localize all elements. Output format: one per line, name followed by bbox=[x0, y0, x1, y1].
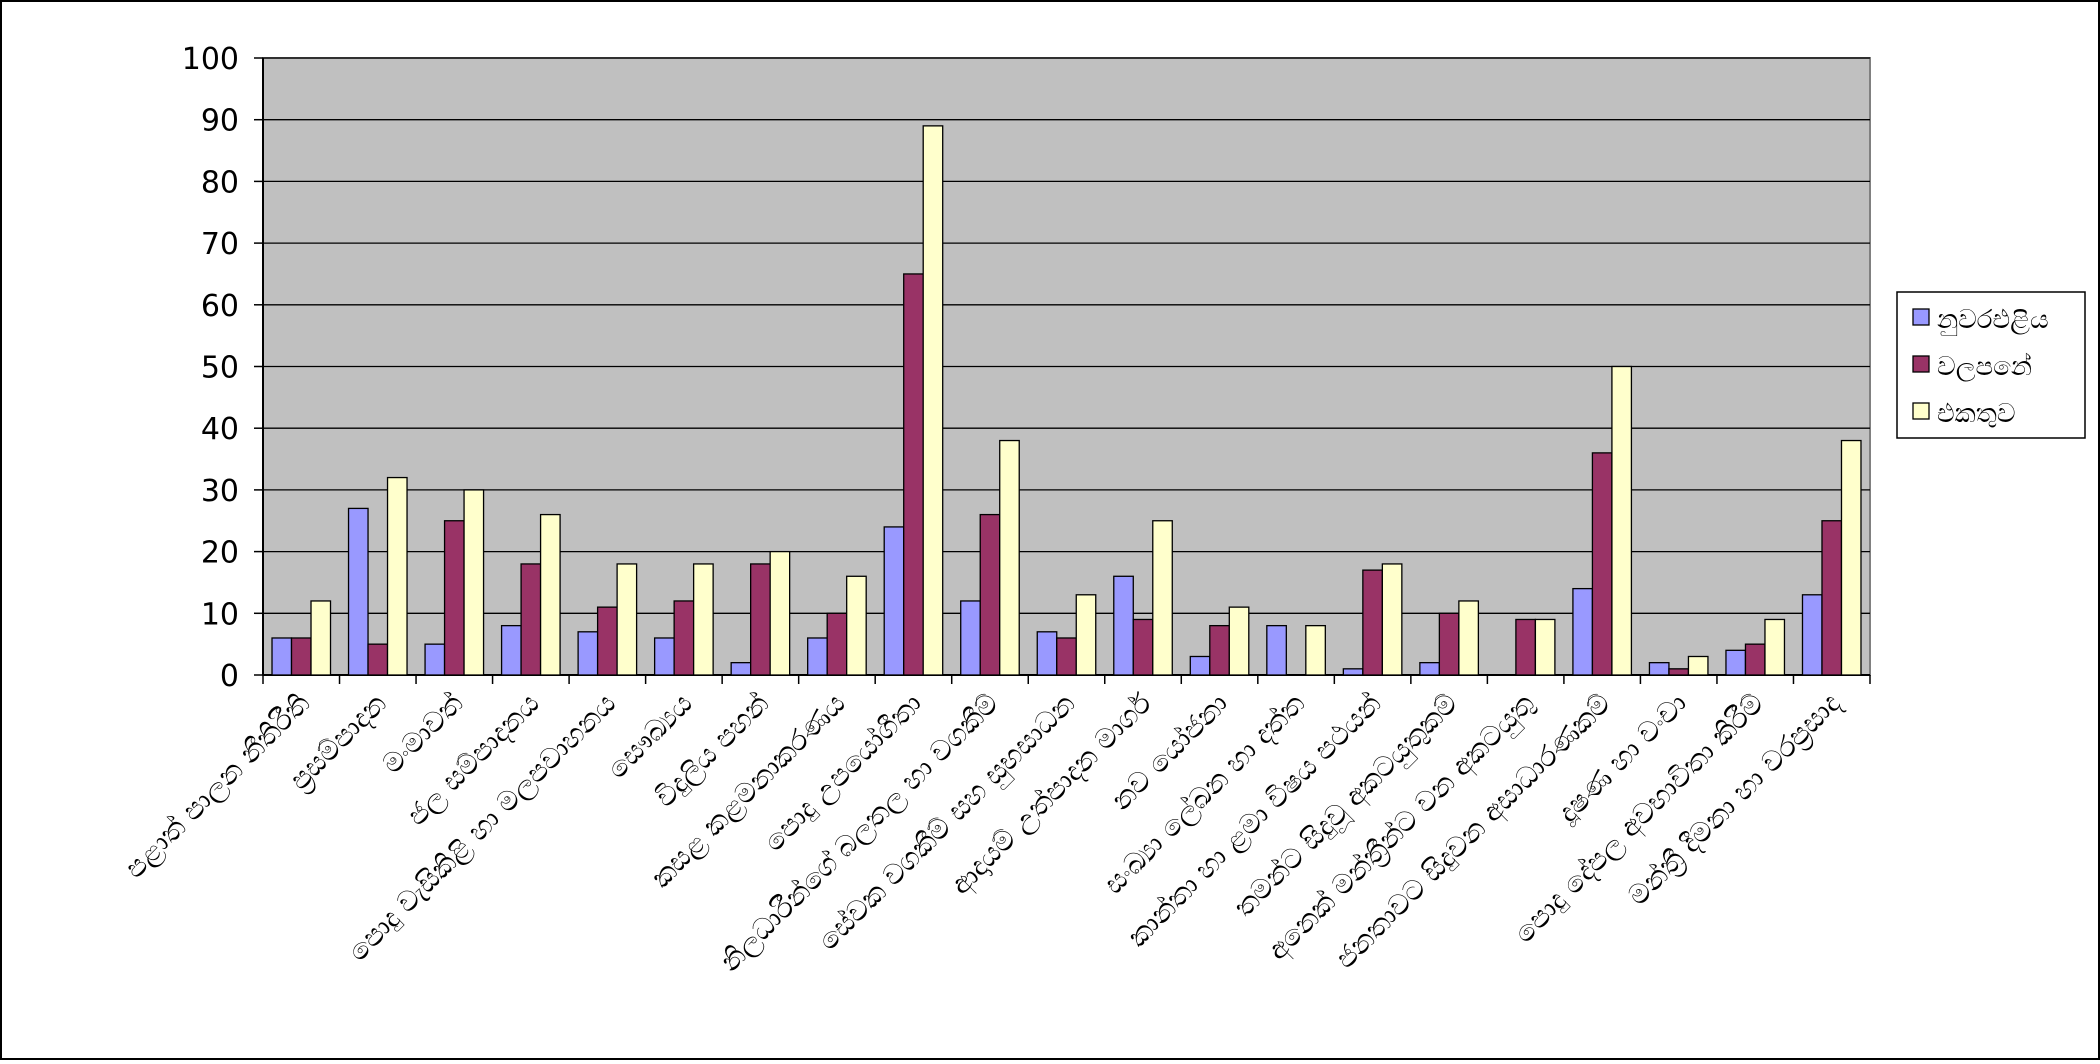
bar-2-3[interactable] bbox=[443, 520, 465, 676]
bar-3-18[interactable] bbox=[1611, 365, 1633, 676]
bar-1-21[interactable] bbox=[1801, 594, 1823, 676]
bar-1-10[interactable] bbox=[960, 600, 981, 676]
bar-2-6[interactable] bbox=[673, 600, 695, 676]
bar-3-4[interactable] bbox=[539, 513, 561, 676]
bar-3-1[interactable] bbox=[310, 600, 332, 676]
y-tick-label: 50 bbox=[201, 351, 239, 386]
legend-label: එකතුව bbox=[1937, 399, 2016, 429]
bar-2-21[interactable] bbox=[1821, 520, 1843, 676]
bar-3-5[interactable] bbox=[616, 563, 638, 676]
bar-3-12[interactable] bbox=[1152, 520, 1173, 676]
bar-3-9[interactable] bbox=[922, 125, 944, 676]
bar-3-15[interactable] bbox=[1381, 563, 1403, 676]
bar-3-11[interactable] bbox=[1075, 594, 1097, 676]
bar-2-7[interactable] bbox=[750, 563, 771, 676]
y-tick-label: 100 bbox=[182, 42, 239, 77]
bar-1-11[interactable] bbox=[1036, 631, 1058, 676]
legend-swatch bbox=[1912, 308, 1930, 326]
bar-3-7[interactable] bbox=[769, 550, 791, 676]
bar-1-15[interactable] bbox=[1342, 668, 1364, 676]
bar-2-12[interactable] bbox=[1132, 618, 1154, 676]
legend-swatch bbox=[1912, 402, 1930, 420]
y-tick-label: 80 bbox=[201, 165, 239, 200]
bar-3-16[interactable] bbox=[1458, 600, 1480, 676]
bar-3-10[interactable] bbox=[999, 439, 1020, 676]
bar-2-17[interactable] bbox=[1515, 618, 1537, 676]
y-tick-label: 20 bbox=[201, 536, 239, 571]
bar-1-12[interactable] bbox=[1113, 575, 1134, 676]
bar-2-11[interactable] bbox=[1056, 637, 1077, 676]
y-tick-label: 10 bbox=[201, 597, 239, 632]
bar-3-2[interactable] bbox=[386, 476, 408, 676]
y-tick-label: 30 bbox=[201, 474, 239, 509]
bar-3-8[interactable] bbox=[846, 575, 867, 676]
bar-2-4[interactable] bbox=[520, 563, 542, 676]
bar-2-8[interactable] bbox=[826, 612, 848, 676]
bar-2-16[interactable] bbox=[1438, 612, 1460, 676]
y-tick-label: 40 bbox=[201, 412, 239, 447]
legend-label: වලපනේ bbox=[1937, 352, 2032, 382]
bar-3-17[interactable] bbox=[1534, 618, 1556, 676]
bar-1-5[interactable] bbox=[577, 631, 599, 676]
bar-1-18[interactable] bbox=[1572, 587, 1594, 676]
bar-2-20[interactable] bbox=[1744, 643, 1766, 676]
y-tick-label: 60 bbox=[201, 289, 239, 324]
bar-1-20[interactable] bbox=[1725, 649, 1747, 676]
y-tick-label: 0 bbox=[220, 659, 239, 694]
y-tick-label: 90 bbox=[201, 104, 239, 139]
legend-swatch bbox=[1912, 355, 1930, 373]
bar-1-9[interactable] bbox=[883, 526, 905, 676]
bar-1-8[interactable] bbox=[807, 637, 828, 676]
bar-2-9[interactable] bbox=[903, 273, 924, 676]
bar-2-1[interactable] bbox=[290, 637, 312, 676]
bar-1-4[interactable] bbox=[500, 624, 522, 676]
y-tick-label: 70 bbox=[201, 227, 239, 262]
bar-2-15[interactable] bbox=[1362, 569, 1383, 676]
bar-2-13[interactable] bbox=[1209, 624, 1230, 676]
bar-1-13[interactable] bbox=[1189, 655, 1211, 676]
bar-1-7[interactable] bbox=[730, 662, 752, 676]
bar-2-5[interactable] bbox=[596, 606, 618, 676]
legend: නුවරඑළිය වලපනේ එකතුව bbox=[1896, 291, 2086, 439]
bar-2-18[interactable] bbox=[1591, 452, 1613, 676]
bar-1-19[interactable] bbox=[1648, 662, 1670, 676]
bar-3-19[interactable] bbox=[1687, 655, 1709, 676]
bar-3-20[interactable] bbox=[1764, 618, 1786, 676]
bar-3-13[interactable] bbox=[1228, 606, 1250, 676]
bar-1-1[interactable] bbox=[271, 637, 293, 676]
bar-3-14[interactable] bbox=[1305, 624, 1326, 676]
bar-3-6[interactable] bbox=[692, 563, 714, 676]
bar-2-10[interactable] bbox=[979, 513, 1001, 676]
bar-3-21[interactable] bbox=[1840, 439, 1862, 676]
bar-1-2[interactable] bbox=[347, 507, 369, 676]
bar-1-3[interactable] bbox=[424, 643, 446, 676]
bar-3-3[interactable] bbox=[463, 489, 485, 676]
bar-2-2[interactable] bbox=[367, 643, 389, 676]
bar-1-14[interactable] bbox=[1266, 624, 1287, 676]
bar-1-16[interactable] bbox=[1419, 662, 1441, 676]
bar-2-19[interactable] bbox=[1668, 668, 1690, 676]
legend-label: නුවරඑළිය bbox=[1937, 305, 2049, 336]
bar-1-6[interactable] bbox=[653, 637, 675, 676]
